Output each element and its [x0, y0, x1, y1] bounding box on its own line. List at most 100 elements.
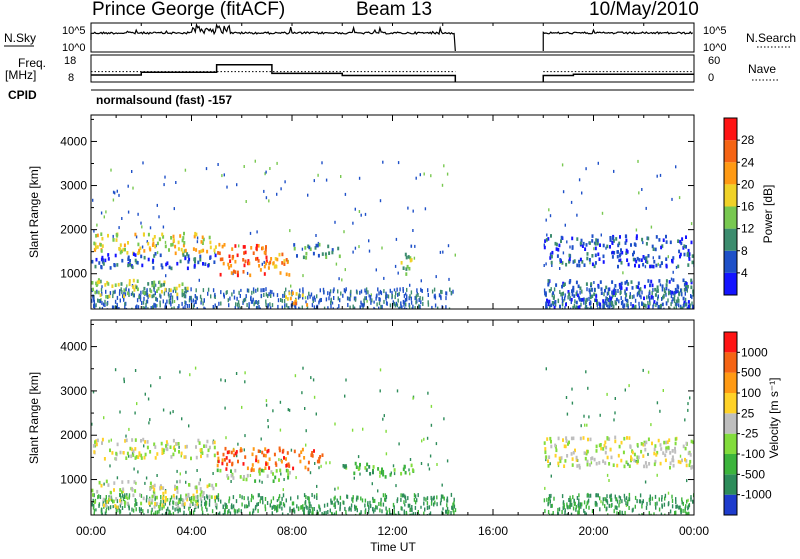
data-cell: [153, 285, 156, 290]
data-cell: [570, 297, 573, 302]
data-cell: [555, 242, 558, 247]
ground-scatter: [153, 287, 155, 292]
ground-scatter: [578, 510, 580, 515]
data-cell: [644, 447, 647, 452]
ground-scatter: [561, 494, 564, 499]
data-cell: [683, 252, 686, 257]
data-cell: [230, 473, 233, 478]
ground-scatter: [386, 294, 388, 299]
ground-scatter: [311, 507, 314, 512]
ground-scatter: [313, 494, 316, 499]
data-cell: [126, 501, 129, 506]
data-cell: [226, 462, 229, 467]
speckle: [687, 498, 689, 502]
data-cell: [131, 265, 134, 269]
ground-scatter: [169, 300, 172, 305]
ground-scatter: [355, 505, 358, 510]
speckle: [454, 253, 456, 257]
colorbar-tick-label: -1000: [741, 488, 772, 502]
ground-scatter: [309, 294, 311, 299]
data-cell: [99, 293, 102, 297]
ground-scatter: [168, 509, 170, 514]
ground-scatter: [183, 510, 185, 515]
speckle: [647, 452, 649, 456]
ground-scatter: [104, 299, 106, 304]
data-cell: [177, 442, 180, 446]
ground-scatter: [301, 505, 303, 509]
speckle: [662, 389, 664, 392]
data-cell: [650, 264, 653, 269]
ground-scatter: [610, 503, 612, 508]
ground-scatter: [678, 303, 680, 308]
data-cell: [106, 280, 109, 285]
data-cell: [94, 248, 97, 252]
data-cell: [617, 250, 619, 254]
ground-scatter: [322, 513, 325, 515]
ground-scatter: [609, 494, 611, 499]
ground-scatter: [561, 299, 564, 303]
data-cell: [175, 442, 178, 446]
data-cell: [122, 247, 125, 252]
y-tick-label: 3000: [60, 384, 87, 398]
speckle: [313, 395, 316, 399]
ground-scatter: [260, 496, 262, 501]
ground-scatter: [543, 288, 546, 293]
data-cell: [685, 463, 688, 468]
ground-scatter: [579, 502, 581, 507]
data-cell: [631, 286, 634, 290]
ground-scatter: [423, 511, 425, 515]
ground-scatter: [406, 297, 408, 302]
colorbar-swatch: [724, 393, 737, 414]
ground-scatter: [657, 294, 659, 299]
data-cell: [690, 439, 693, 444]
ground-scatter: [169, 497, 172, 502]
ground-scatter: [193, 508, 196, 512]
speckle: [407, 206, 409, 210]
data-cell: [637, 285, 640, 289]
ground-scatter: [568, 504, 571, 509]
data-cell: [625, 251, 628, 255]
ground-scatter: [319, 507, 321, 512]
ground-scatter: [343, 288, 346, 293]
speckle: [546, 233, 548, 237]
data-cell: [575, 455, 578, 460]
data-cell: [657, 438, 660, 443]
data-cell: [265, 259, 268, 263]
data-cell: [182, 243, 185, 248]
ground-scatter: [316, 496, 318, 500]
speckle: [352, 221, 354, 225]
speckle: [393, 288, 396, 292]
speckle: [150, 384, 152, 388]
speckle: [119, 410, 121, 414]
ground-scatter: [579, 290, 581, 295]
nsearch-label: N.Search: [746, 31, 796, 45]
speckle: [100, 211, 103, 215]
ground-scatter: [658, 507, 661, 512]
data-cell: [205, 444, 208, 448]
ground-scatter: [281, 298, 283, 303]
ground-scatter: [290, 496, 292, 501]
ground-scatter: [426, 496, 429, 501]
data-cell: [94, 443, 97, 448]
data-cell: [120, 249, 123, 254]
data-cell: [568, 260, 571, 264]
ground-scatter: [143, 296, 145, 301]
data-cell: [606, 436, 609, 440]
ground-scatter: [649, 298, 651, 303]
speckle: [656, 174, 658, 178]
data-cell: [234, 468, 237, 473]
ground-scatter: [625, 496, 628, 501]
data-cell: [243, 251, 246, 255]
speckle: [557, 464, 560, 468]
data-cell: [596, 241, 599, 246]
data-cell: [357, 467, 360, 471]
ground-scatter: [164, 305, 166, 309]
speckle: [571, 401, 574, 405]
data-cell: [116, 442, 119, 447]
ground-scatter: [274, 506, 276, 511]
data-cell: [552, 291, 555, 295]
ground-scatter: [558, 507, 561, 512]
data-cell: [189, 503, 192, 507]
ground-scatter: [380, 497, 382, 502]
ground-scatter: [312, 296, 314, 301]
